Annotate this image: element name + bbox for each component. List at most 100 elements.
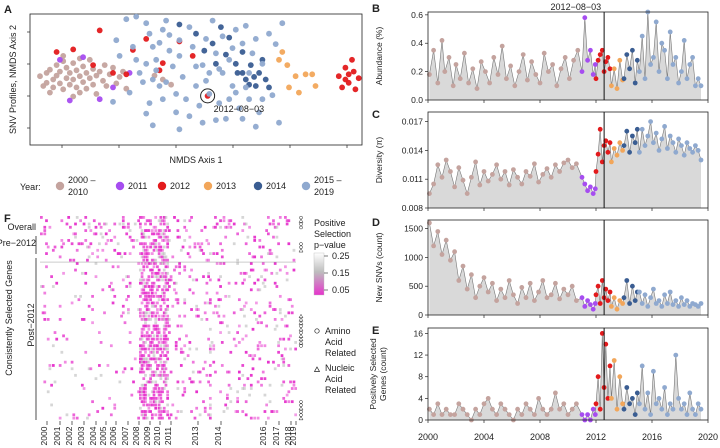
heatmap-cell	[74, 222, 77, 226]
panel-d-point	[490, 280, 495, 286]
panel-e-point	[653, 401, 659, 407]
heatmap-cell	[207, 271, 210, 275]
heatmap-cell	[200, 318, 204, 321]
panel-c-point	[494, 162, 499, 168]
panel-b-point	[575, 47, 581, 53]
heatmap-x-tick-label: 2009	[142, 426, 152, 445]
panel-e-point	[609, 396, 614, 401]
heatmap-cell	[150, 288, 154, 292]
heatmap-cell	[99, 232, 103, 236]
heatmap-cell	[164, 321, 168, 325]
heatmap-cell	[202, 275, 205, 279]
heatmap-cell	[157, 252, 161, 255]
panel-a-point	[123, 71, 130, 78]
heatmap-cell	[127, 308, 130, 311]
heatmap-cell	[249, 288, 253, 292]
heatmap-cell	[236, 331, 239, 334]
panel-c-point	[687, 146, 693, 151]
panel-a-point	[53, 72, 60, 79]
heatmap-cell	[224, 225, 228, 229]
colorbar-title-line2: Selection	[314, 229, 351, 239]
panel-e-point	[561, 401, 567, 407]
panel-e-point	[599, 331, 605, 336]
heatmap-cell	[193, 245, 197, 249]
panel-a-point	[201, 47, 208, 54]
heatmap-cell	[243, 278, 246, 282]
heatmap-cell	[147, 403, 151, 407]
heatmap-cell	[80, 242, 84, 246]
heatmap-cell	[150, 413, 154, 417]
heatmap-cell	[166, 225, 170, 229]
heatmap-cell	[118, 380, 122, 384]
heatmap-cell	[140, 337, 144, 341]
panel-c-point	[698, 157, 704, 163]
heatmap-cell	[116, 265, 120, 269]
panel-a-point	[242, 76, 249, 83]
panel-c-point	[569, 165, 575, 171]
panel-a-point	[262, 76, 269, 83]
panel-a-point	[252, 123, 259, 130]
panel-a-point	[219, 70, 226, 76]
panel-a-point	[339, 84, 345, 91]
panel-d-point	[574, 298, 579, 303]
heatmap-cell	[178, 262, 181, 265]
heatmap-cell	[157, 285, 161, 288]
heatmap-cell	[268, 301, 272, 305]
panel-a-point	[149, 122, 156, 129]
panel-a-point	[256, 109, 262, 116]
panel-e-point	[605, 396, 611, 401]
heatmap-cell	[159, 373, 163, 377]
heatmap-cell	[161, 367, 164, 371]
panel-a-point	[223, 115, 229, 122]
panel-a-point	[96, 96, 103, 103]
heatmap-cell	[144, 373, 147, 377]
heatmap-cell	[285, 271, 289, 275]
panel-e-point	[632, 412, 638, 417]
panel-e-point	[665, 412, 670, 417]
panel-e-point	[645, 390, 651, 396]
heatmap-cell	[113, 222, 117, 226]
panel-d-point	[667, 289, 673, 295]
heatmap-cell	[284, 400, 287, 404]
panel-a-point	[234, 70, 241, 76]
heatmap-cell	[161, 373, 164, 377]
heatmap-cell	[140, 334, 144, 338]
heatmap-cell	[256, 288, 260, 292]
panel-e-point	[659, 406, 665, 412]
heatmap-cell	[51, 285, 55, 288]
heatmap-cell	[193, 416, 197, 420]
panel-c-point	[588, 184, 593, 190]
heatmap-cell	[178, 337, 181, 341]
heatmap-cell	[140, 216, 144, 219]
heatmap-cell	[198, 380, 202, 384]
heatmap-cell	[166, 245, 170, 249]
panel-a-point	[63, 64, 70, 71]
panel-d-point	[648, 295, 653, 301]
heatmap-cell	[260, 383, 263, 387]
heatmap-x-tick-label: 2019	[288, 426, 298, 445]
panel-e-label: E	[372, 325, 379, 337]
panel-a-point	[110, 64, 116, 71]
panel-d-point	[679, 295, 684, 301]
heatmap-cell	[157, 331, 161, 334]
panel-a-point	[60, 53, 67, 59]
panel-a-point	[80, 54, 86, 61]
heatmap-cell	[140, 301, 144, 305]
heatmap-cell	[208, 416, 212, 420]
heatmap-cell	[265, 229, 269, 232]
heatmap-x-tick-label: 2004	[88, 426, 98, 445]
heatmap-cell	[145, 357, 149, 361]
panel-e-point	[637, 401, 642, 407]
heatmap-cell	[125, 285, 129, 288]
heatmap-cell	[43, 380, 47, 384]
heatmap-cell	[244, 271, 248, 275]
heatmap-cell	[183, 239, 187, 242]
heatmap-cell	[120, 255, 123, 259]
panel-c-ytick-label: 0.011	[402, 174, 423, 184]
heatmap-cell	[215, 222, 219, 226]
heatmap-cell	[149, 268, 152, 272]
heatmap-x-tick-label: 2014	[213, 426, 223, 445]
heatmap-cell	[244, 324, 248, 328]
heatmap-cell	[166, 308, 170, 311]
